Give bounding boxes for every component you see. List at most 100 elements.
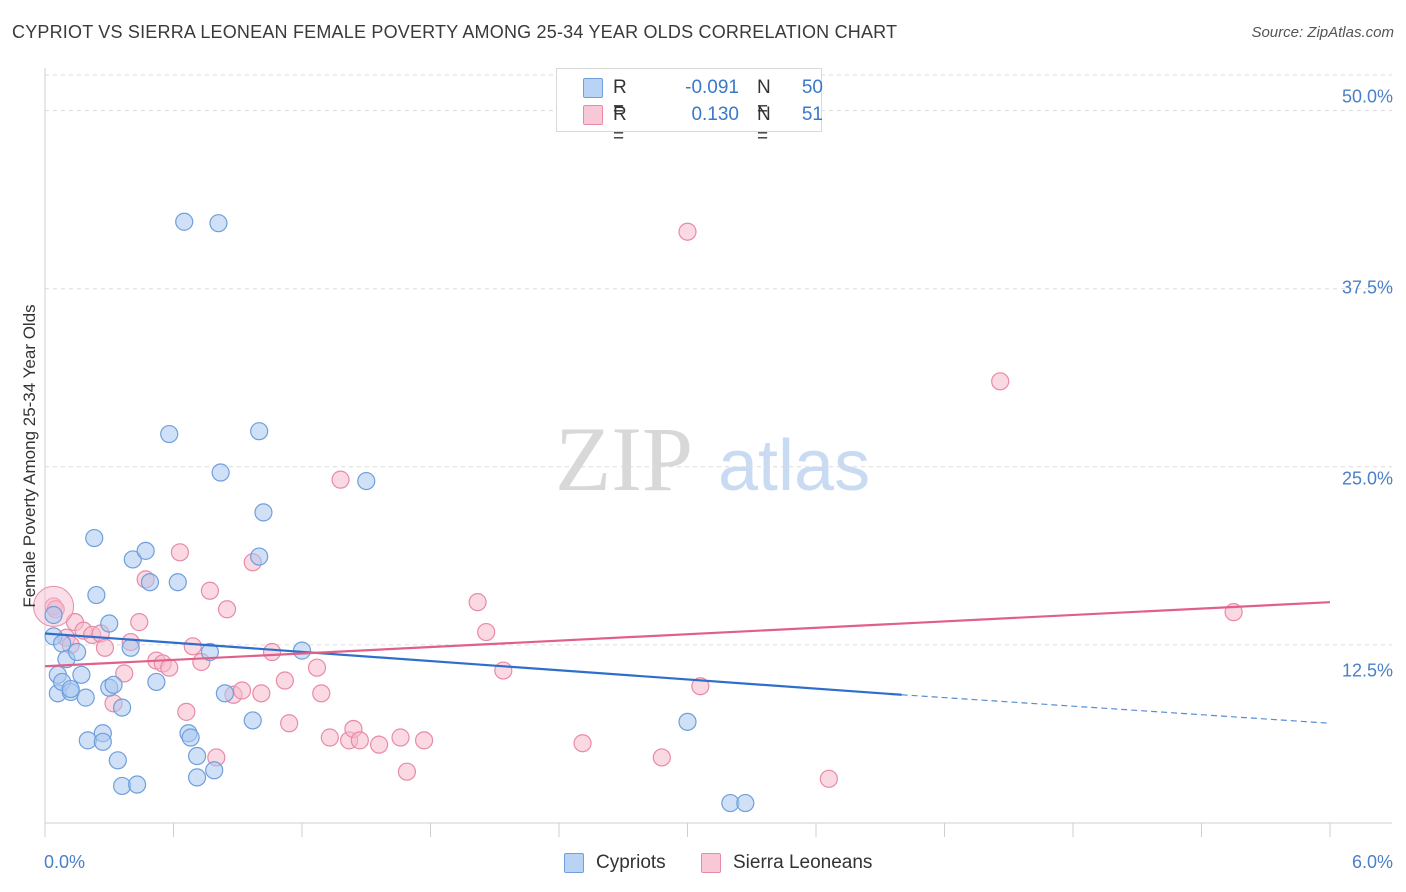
sierra-leoneans-point <box>468 593 487 612</box>
cypriots-point <box>175 212 194 231</box>
cypriots-trendline-extension <box>901 694 1331 724</box>
cypriots-point <box>215 684 234 703</box>
sierra-leoneans-point <box>477 622 496 642</box>
sierra-leoneans-point <box>331 470 350 489</box>
sierra-leoneans-swatch <box>583 105 603 125</box>
y-tick-label-37-5: 37.5% <box>1341 277 1393 298</box>
cypriots-point <box>211 463 230 482</box>
legend-label-cypriots: Cypriots <box>596 852 666 873</box>
sierra-leoneans-point <box>130 613 149 632</box>
sierra-leoneans-point <box>232 681 252 700</box>
cypriots-point <box>136 541 155 560</box>
cypriots-point <box>61 679 80 699</box>
legend-r-value: 0.130 <box>691 104 739 125</box>
cypriots-point <box>127 775 147 794</box>
cypriots-point <box>147 672 166 692</box>
cypriots-swatch <box>564 853 584 873</box>
sierra-leoneans-trendline <box>44 601 1331 668</box>
cypriots-point <box>250 547 269 566</box>
sierra-leoneans-point <box>370 735 389 754</box>
cypriots-point <box>93 732 112 751</box>
chart-title: CYPRIOT VS SIERRA LEONEAN FEMALE POVERTY… <box>12 22 898 42</box>
legend-r-label: R = <box>613 104 627 147</box>
correlation-legend: R = -0.091 N = 50 R = 0.130 N = 51 <box>556 68 823 147</box>
cypriots-point <box>53 634 72 653</box>
cypriots-point <box>200 642 220 662</box>
sierra-leoneans-point <box>252 684 271 703</box>
legend-n-value: 50 <box>801 77 823 98</box>
cypriots-point <box>357 471 376 491</box>
sierra-leoneans-point <box>200 581 220 600</box>
cypriots-point <box>72 665 91 684</box>
watermark-zip: ZIP <box>555 408 693 510</box>
sierra-leoneans-point <box>275 671 294 690</box>
sierra-leoneans-point <box>652 748 671 767</box>
sierra-leoneans-point <box>819 769 838 788</box>
cypriots-point <box>104 675 123 694</box>
sierra-leoneans-point <box>391 728 410 747</box>
sierra-leoneans-swatch <box>701 853 721 873</box>
legend-label-sierra-leoneans: Sierra Leoneans <box>733 852 873 873</box>
cypriots-point <box>78 731 97 750</box>
cypriots-point <box>250 422 269 441</box>
cypriots-point <box>140 573 160 592</box>
chart-source: Source: ZipAtlas.com <box>1251 24 1394 41</box>
cypriots-point <box>108 751 127 770</box>
cypriots-point <box>112 698 132 717</box>
cypriots-swatch <box>583 78 603 98</box>
cypriots-point <box>254 503 273 522</box>
cypriots-point <box>205 761 224 780</box>
cypriots-point <box>44 605 63 625</box>
x-tick-label-right: 6.0% <box>1351 852 1393 872</box>
cypriots-point <box>168 573 187 592</box>
sierra-leoneans-point <box>991 372 1010 391</box>
y-axis-label: Female Poverty Among 25-34 Year Olds <box>20 304 39 608</box>
sierra-leoneans-point <box>280 714 299 733</box>
cypriots-point <box>678 712 697 731</box>
sierra-leoneans-point <box>217 600 237 619</box>
cypriots-point <box>181 728 200 747</box>
cypriots-trendline <box>44 632 902 696</box>
cypriots-point <box>123 550 142 569</box>
y-tick-label-25: 25.0% <box>1341 468 1393 489</box>
y-tick-label-50: 50.0% <box>1341 86 1393 107</box>
cypriots-point <box>160 424 179 444</box>
legend-r-value: -0.091 <box>685 77 739 98</box>
sierra-leoneans-point <box>397 762 417 781</box>
cypriots-point <box>100 614 119 633</box>
sierra-leoneans-point <box>678 222 697 241</box>
sierra-leoneans-point <box>183 637 202 656</box>
sierra-leoneans-point <box>262 642 282 662</box>
cypriots-point <box>112 776 132 796</box>
cypriots-point <box>187 746 207 766</box>
legend-n-value: 51 <box>801 104 823 125</box>
y-tick-label-12-5: 12.5% <box>1341 660 1393 681</box>
sierra-leoneans-point <box>494 661 513 680</box>
watermark-atlas: atlas <box>718 426 870 506</box>
cypriots-point <box>736 793 755 813</box>
sierra-leoneans-point <box>350 731 369 750</box>
sierra-leoneans-point <box>320 728 339 747</box>
sierra-leoneans-point <box>95 638 115 657</box>
legend-n-label: N = <box>757 104 771 147</box>
cypriots-point <box>85 528 104 548</box>
sierra-leoneans-point <box>177 702 196 721</box>
sierra-leoneans-point <box>573 734 592 753</box>
sierra-leoneans-point <box>691 677 710 696</box>
cypriots-point <box>187 768 207 787</box>
sierra-leoneans-point <box>160 658 179 677</box>
legend-n-label: N = <box>757 77 771 120</box>
sierra-leoneans-point <box>115 664 134 683</box>
cypriots-point <box>87 585 106 605</box>
sierra-leoneans-point <box>307 658 327 677</box>
legend-r-label: R = <box>613 77 627 120</box>
cypriots-point <box>68 642 87 662</box>
cypriots-point <box>209 214 228 233</box>
cypriots-point <box>121 638 140 657</box>
cypriots-point <box>243 711 262 730</box>
cypriots-point <box>76 688 95 707</box>
sierra-leoneans-point <box>312 684 331 703</box>
x-tick-label-left: 0.0% <box>44 852 86 872</box>
sierra-leoneans-point <box>414 731 434 750</box>
